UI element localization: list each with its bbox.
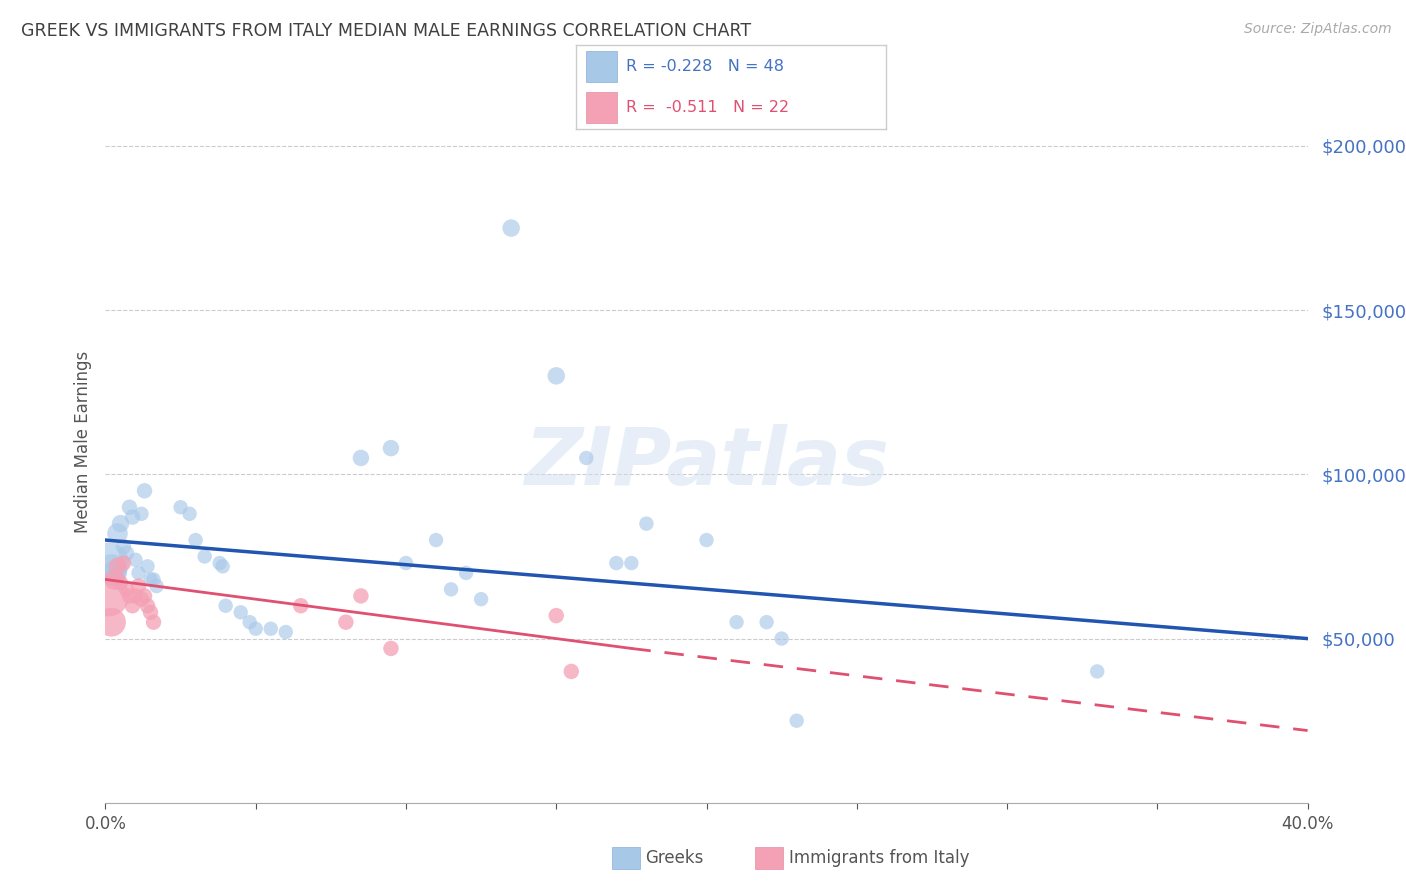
Point <box>229 605 252 619</box>
Point <box>786 714 808 728</box>
Point <box>169 500 191 515</box>
Point <box>605 556 627 570</box>
Point <box>214 599 236 613</box>
Point <box>131 507 153 521</box>
Point <box>118 500 141 515</box>
Point <box>134 589 156 603</box>
Point <box>139 605 162 619</box>
Point <box>103 566 125 580</box>
Y-axis label: Median Male Earnings: Median Male Earnings <box>73 351 91 533</box>
Point <box>136 559 159 574</box>
Point <box>546 368 568 383</box>
Point <box>112 556 135 570</box>
Point <box>546 608 568 623</box>
Point <box>239 615 262 630</box>
Point <box>755 615 778 630</box>
Point <box>128 566 150 580</box>
Point <box>136 599 159 613</box>
Point <box>425 533 447 547</box>
Point <box>121 599 143 613</box>
Point <box>770 632 793 646</box>
Text: ZIPatlas: ZIPatlas <box>524 425 889 502</box>
Point <box>107 559 129 574</box>
Point <box>501 221 523 235</box>
Point <box>335 615 357 630</box>
Point <box>121 510 143 524</box>
Point <box>110 516 132 531</box>
Point <box>696 533 718 547</box>
Point <box>620 556 643 570</box>
Point <box>97 556 120 570</box>
Point <box>454 566 477 580</box>
Point <box>97 589 120 603</box>
Point <box>115 582 138 597</box>
Point <box>100 615 122 630</box>
Point <box>142 573 165 587</box>
Point <box>112 540 135 554</box>
Point <box>179 507 201 521</box>
Point <box>208 556 231 570</box>
Point <box>107 526 129 541</box>
Point <box>100 563 122 577</box>
Point <box>211 559 233 574</box>
Point <box>725 615 748 630</box>
Point <box>124 553 146 567</box>
Point <box>290 599 312 613</box>
Text: R = -0.228   N = 48: R = -0.228 N = 48 <box>626 59 785 74</box>
Point <box>274 625 297 640</box>
Point <box>124 589 146 603</box>
Point <box>131 592 153 607</box>
Point <box>380 441 402 455</box>
Point <box>142 615 165 630</box>
Text: Source: ZipAtlas.com: Source: ZipAtlas.com <box>1244 22 1392 37</box>
Point <box>103 573 125 587</box>
Point <box>350 589 373 603</box>
Point <box>245 622 267 636</box>
Point <box>115 546 138 560</box>
Point <box>470 592 492 607</box>
Text: Immigrants from Italy: Immigrants from Italy <box>789 849 969 867</box>
Point <box>1085 665 1108 679</box>
Point <box>194 549 217 564</box>
Bar <box>586 92 617 122</box>
Point <box>118 589 141 603</box>
Text: Greeks: Greeks <box>645 849 704 867</box>
Bar <box>586 52 617 82</box>
Point <box>575 450 598 465</box>
Text: GREEK VS IMMIGRANTS FROM ITALY MEDIAN MALE EARNINGS CORRELATION CHART: GREEK VS IMMIGRANTS FROM ITALY MEDIAN MA… <box>21 22 751 40</box>
Point <box>395 556 418 570</box>
Point <box>560 665 582 679</box>
Point <box>110 575 132 590</box>
Point <box>350 450 373 465</box>
Text: R =  -0.511   N = 22: R = -0.511 N = 22 <box>626 100 789 115</box>
Point <box>134 483 156 498</box>
Point <box>139 573 162 587</box>
Point <box>440 582 463 597</box>
Point <box>184 533 207 547</box>
Point <box>636 516 658 531</box>
Point <box>145 579 167 593</box>
Point <box>128 579 150 593</box>
Point <box>380 641 402 656</box>
Point <box>260 622 283 636</box>
